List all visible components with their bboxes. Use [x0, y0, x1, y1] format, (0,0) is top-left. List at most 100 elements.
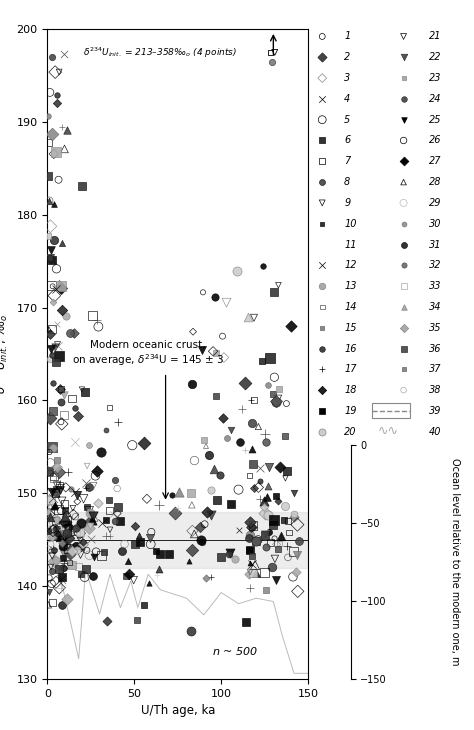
- Point: [44, 230, 52, 242]
- Point: [227, 547, 234, 558]
- Point: [223, 432, 231, 444]
- Point: [57, 283, 64, 294]
- Point: [156, 548, 164, 560]
- Point: [80, 493, 87, 504]
- Point: [259, 355, 266, 366]
- Point: [46, 486, 53, 498]
- Point: [269, 55, 276, 67]
- Point: [191, 455, 198, 466]
- Point: [185, 556, 192, 567]
- Point: [58, 120, 65, 132]
- Text: 37: 37: [428, 364, 441, 374]
- Point: [262, 541, 270, 553]
- Point: [54, 523, 61, 534]
- Point: [261, 566, 268, 578]
- Point: [49, 543, 56, 555]
- Point: [265, 526, 273, 538]
- Text: 29: 29: [428, 198, 441, 208]
- Point: [59, 529, 66, 540]
- Point: [59, 546, 67, 558]
- Point: [44, 544, 52, 556]
- Point: [76, 528, 83, 539]
- Point: [56, 478, 64, 490]
- Point: [46, 526, 53, 538]
- Point: [59, 541, 67, 553]
- Text: 20: 20: [344, 427, 356, 437]
- Point: [211, 291, 219, 303]
- Point: [98, 550, 106, 562]
- Point: [48, 578, 55, 590]
- Text: 4: 4: [344, 94, 350, 104]
- Point: [197, 534, 204, 546]
- Point: [49, 492, 57, 504]
- Point: [60, 508, 67, 520]
- Point: [241, 377, 249, 388]
- Point: [93, 315, 100, 326]
- Point: [87, 507, 94, 519]
- Point: [273, 490, 280, 502]
- Point: [293, 549, 301, 561]
- Point: [63, 124, 71, 136]
- Point: [122, 570, 129, 582]
- Point: [293, 519, 301, 531]
- Point: [121, 538, 128, 550]
- Point: [91, 472, 99, 484]
- Point: [50, 525, 57, 537]
- Point: [52, 146, 60, 158]
- Point: [47, 343, 55, 355]
- Point: [64, 527, 71, 539]
- Point: [256, 462, 264, 474]
- X-axis label: U/Th age, ka: U/Th age, ka: [141, 704, 215, 717]
- Point: [46, 446, 53, 458]
- Point: [70, 509, 77, 520]
- Point: [77, 517, 84, 529]
- Text: 5: 5: [344, 115, 350, 125]
- Point: [267, 537, 275, 548]
- Point: [203, 483, 210, 494]
- Point: [55, 66, 63, 78]
- Point: [114, 507, 121, 519]
- Point: [58, 418, 65, 430]
- Point: [49, 377, 56, 389]
- Point: [271, 372, 278, 383]
- Point: [76, 526, 84, 538]
- Point: [79, 513, 87, 525]
- Point: [235, 484, 242, 496]
- Text: ∿∿: ∿∿: [377, 426, 399, 438]
- Point: [48, 550, 56, 562]
- Point: [118, 545, 125, 557]
- Point: [275, 383, 283, 395]
- Text: $\delta^{234}U_{init.}$ = 213–358‰$_o$ (4 points): $\delta^{234}U_{init.}$ = 213–358‰$_o$ (…: [83, 45, 237, 60]
- Point: [202, 572, 210, 584]
- Point: [192, 577, 200, 588]
- Point: [246, 545, 254, 556]
- Text: 21: 21: [428, 31, 441, 42]
- Point: [88, 481, 95, 493]
- Point: [61, 504, 69, 516]
- Point: [170, 548, 178, 559]
- Point: [63, 523, 71, 534]
- Text: 22: 22: [428, 53, 441, 62]
- Point: [109, 509, 117, 520]
- Point: [283, 540, 291, 552]
- Point: [58, 304, 65, 316]
- Point: [46, 81, 53, 93]
- Point: [70, 417, 78, 429]
- Point: [90, 571, 97, 583]
- Point: [83, 545, 91, 556]
- Point: [246, 532, 253, 544]
- Point: [128, 439, 136, 451]
- Point: [281, 430, 289, 442]
- Point: [61, 143, 68, 155]
- Point: [48, 486, 55, 498]
- Point: [140, 437, 147, 448]
- Point: [69, 502, 77, 514]
- Point: [68, 545, 75, 556]
- Text: 36: 36: [428, 344, 441, 353]
- Text: 23: 23: [428, 73, 441, 83]
- Point: [73, 542, 81, 553]
- Point: [207, 571, 215, 583]
- Point: [106, 524, 114, 536]
- Point: [125, 568, 132, 580]
- Point: [155, 563, 163, 575]
